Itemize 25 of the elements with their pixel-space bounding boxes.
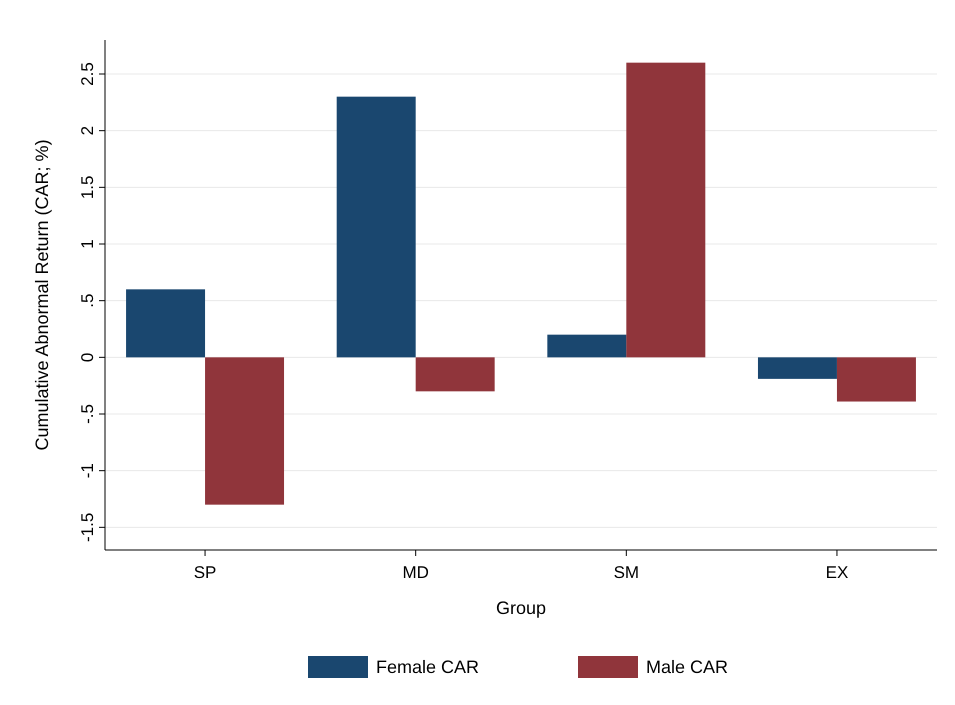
y-tick-label: 2 [78,126,97,136]
bar [758,357,837,379]
x-tick-label: EX [826,563,848,582]
x-tick-label: SM [614,563,640,582]
legend-label: Female CAR [376,657,480,677]
x-axis-title: Group [496,598,546,618]
bar [205,357,284,505]
y-tick-label: 1 [78,239,97,249]
y-tick-label: -.5 [78,404,97,424]
x-tick-label: SP [194,563,216,582]
y-tick-label: .5 [78,294,97,308]
y-tick-label: 0 [78,352,97,362]
y-axis-title: Cumulative Abnormal Return (CAR; %) [32,139,52,451]
y-tick-label: 1.5 [78,176,97,200]
y-tick-label: -1 [78,463,97,478]
bar [836,357,916,402]
bar [126,289,206,358]
y-tick-label: 2.5 [78,62,97,86]
x-tick-label: MD [402,563,429,582]
bar [626,62,706,358]
legend-label: Male CAR [646,657,728,677]
bar [336,96,416,358]
bar [416,357,495,392]
bar [547,334,626,358]
y-tick-label: -1.5 [78,512,97,542]
